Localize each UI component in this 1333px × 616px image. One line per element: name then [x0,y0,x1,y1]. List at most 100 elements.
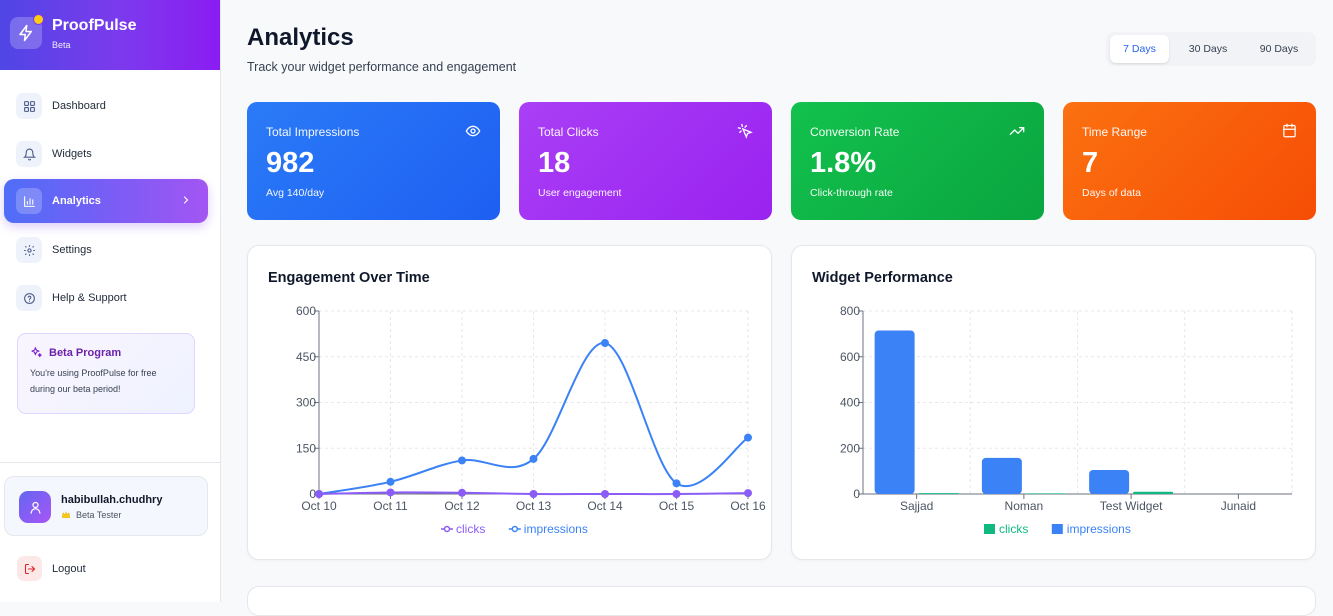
user-role: Beta Tester [76,510,122,520]
user-profile-card[interactable]: habibullah.chudhry Beta Tester [4,476,208,536]
stat-sub: User engagement [538,187,622,199]
stat-card-clicks: Total Clicks 18 User engagement [519,102,772,220]
legend-swatch-clicks [984,524,995,534]
calendar-icon [1282,123,1297,143]
bar-clicks-test-widget [1133,491,1174,494]
stat-card-time-range: Time Range 7 Days of data [1063,102,1316,220]
stat-label: Time Range [1082,125,1147,139]
x-tick-label: Junaid [1221,499,1256,513]
beta-text-line: You're using ProofPulse for free [30,368,157,378]
engagement-chart-title: Engagement Over Time [268,270,430,286]
bar-impressions-sajjad [874,330,915,494]
star-badge-icon [33,14,44,25]
x-tick-label: Oct 12 [444,499,480,513]
brand-badge: Beta [52,40,71,50]
data-point-clicks [672,490,681,498]
data-point-clicks [601,490,609,498]
widget-performance-title: Widget Performance [812,270,953,286]
legend-marker-impressions [511,525,519,533]
stat-sub: Click-through rate [810,187,893,199]
stat-label: Total Impressions [266,125,360,139]
stat-sub: Avg 140/day [266,187,325,199]
engagement-line-chart: 0 150 300 450 600 Oct 10 Oct 11 Oct 12 Oct 13 Oct… [296,304,766,536]
y-tick-label: 0 [853,487,860,501]
sidebar-item-analytics[interactable]: Analytics [4,179,208,223]
y-tick-label: 400 [840,396,860,410]
page-subtitle: Track your widget performance and engage… [247,60,517,74]
stat-label: Conversion Rate [810,125,900,139]
range-7-days-button[interactable]: 7 Days [1110,35,1169,63]
legend-label-impressions: impressions [524,522,588,536]
brand-header[interactable]: ProofPulse Beta [0,0,220,70]
y-tick-label: 600 [840,350,860,364]
bell-icon [16,141,42,167]
sidebar-item-label: Settings [52,244,92,256]
sidebar-item-help[interactable]: Help & Support [4,276,208,320]
logout-label: Logout [52,562,86,575]
avatar [19,491,51,523]
sidebar-item-label: Dashboard [52,100,106,112]
y-tick-label: 150 [296,441,316,455]
data-point-clicks [386,488,395,497]
legend-marker-clicks [443,525,451,533]
data-point-impressions [601,339,609,348]
crown-icon [61,510,71,520]
x-tick-label: Noman [1005,499,1044,513]
sidebar-item-settings[interactable]: Settings [4,228,208,272]
sidebar: ProofPulse Beta Dashboard Widgets Analyt… [0,0,221,602]
chevron-right-icon [180,194,192,209]
sidebar-item-label: Help & Support [52,292,127,304]
range-90-days-button[interactable]: 90 Days [1259,43,1299,55]
data-point-clicks [744,489,752,498]
time-range-selector: 7 Days 30 Days 90 Days [1106,32,1316,66]
range-30-days-button[interactable]: 30 Days [1188,43,1228,55]
data-point-impressions [744,433,752,442]
stat-label: Total Clicks [538,125,599,139]
beta-title: Beta Program [49,346,122,359]
data-point-impressions [386,477,395,486]
bar-clicks-noman [1025,493,1066,494]
data-point-clicks [458,488,466,497]
gear-icon [16,237,42,263]
y-tick-label: 300 [296,396,316,410]
data-point-clicks [529,490,538,498]
legend-swatch-impressions [1051,524,1063,534]
sparkles-icon [30,346,43,359]
beta-text-line: during our beta period! [30,384,121,394]
data-point-impressions [672,479,681,488]
data-point-clicks [315,490,323,498]
legend-label-clicks: clicks [999,522,1028,536]
sidebar-divider [0,462,220,463]
brand-name: ProofPulse [52,17,137,34]
legend-label-impressions: impressions [1067,522,1131,536]
user-icon [30,501,40,514]
x-tick-label: Oct 10 [301,499,337,513]
y-tick-label: 0 [309,487,316,501]
additional-section-card [247,586,1316,616]
help-circle-icon [16,285,42,311]
y-tick-label: 200 [840,441,860,455]
trending-up-icon [1009,123,1025,144]
bar-impressions-noman [981,457,1022,494]
eye-icon [465,123,481,144]
sidebar-item-dashboard[interactable]: Dashboard [4,84,208,128]
x-tick-label: Oct 15 [659,499,695,513]
sidebar-item-label: Analytics [52,195,101,207]
sidebar-item-widgets[interactable]: Widgets [4,132,208,176]
engagement-chart-card: Engagement Over Time 0 150 300 450 600 Oct 10… [247,245,772,560]
stat-value: 982 [266,147,315,179]
x-tick-label: Oct 14 [587,499,623,513]
bar-impressions-test-widget [1089,469,1130,494]
bar-chart-icon [16,188,42,214]
logout-button[interactable]: Logout [17,556,86,581]
x-tick-label: Oct 16 [730,499,766,513]
widget-performance-card: Widget Performance 0 200 400 600 800 Sajjad No… [791,245,1316,560]
page-title: Analytics [247,24,354,51]
y-tick-label: 450 [296,350,316,364]
data-point-impressions [529,454,538,463]
x-tick-label: Sajjad [900,499,933,513]
stat-card-impressions: Total Impressions 982 Avg 140/day [247,102,500,220]
x-tick-label: Oct 13 [516,499,552,513]
bar-clicks-sajjad [918,493,959,494]
y-tick-label: 800 [840,304,860,318]
